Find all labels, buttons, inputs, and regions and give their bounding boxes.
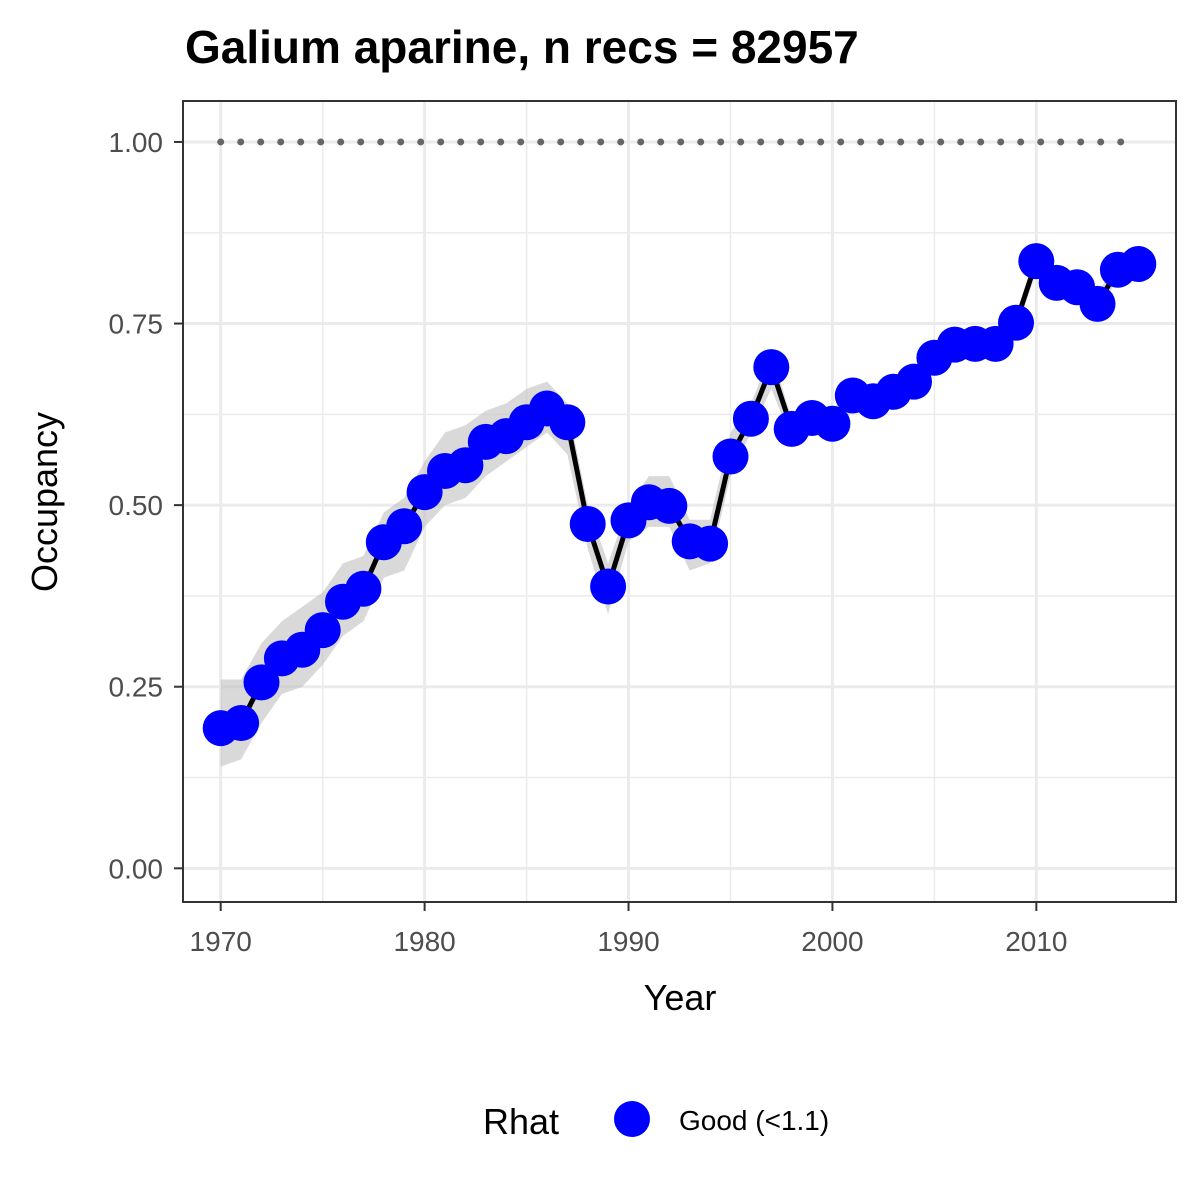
data-point <box>549 404 586 441</box>
data-point <box>651 487 688 524</box>
y-tick-label: 1.00 <box>109 127 164 158</box>
data-points-layer <box>202 243 1157 747</box>
y-tick-label: 0.50 <box>109 490 164 521</box>
data-point <box>386 508 423 545</box>
data-point <box>223 705 260 741</box>
data-point <box>732 400 769 437</box>
panel-border <box>182 100 1177 903</box>
y-axis: 0.00 0.25 0.50 0.75 1.00 <box>109 127 183 884</box>
x-axis-title: Year <box>644 977 717 1018</box>
x-tick-label: 1980 <box>393 926 455 957</box>
y-tick-label: 0.00 <box>109 853 164 884</box>
data-point <box>1079 285 1116 322</box>
data-point <box>243 664 280 701</box>
y-tick-label: 0.25 <box>109 672 164 703</box>
data-point <box>712 438 749 475</box>
chart-title: Galium aparine, n recs = 82957 <box>185 21 859 73</box>
data-point <box>304 612 341 649</box>
x-tick-label: 1990 <box>597 926 659 957</box>
data-point <box>1120 246 1157 282</box>
legend: Rhat Good (<1.1) <box>483 1101 829 1142</box>
data-point <box>753 349 790 386</box>
legend-key-good <box>614 1101 650 1137</box>
data-point <box>692 525 729 562</box>
data-point <box>447 447 484 484</box>
data-point <box>998 304 1034 341</box>
x-tick-label: 2010 <box>1005 926 1067 957</box>
x-tick-label: 2000 <box>801 926 863 957</box>
legend-label-good: Good (<1.1) <box>679 1105 829 1136</box>
data-point <box>896 363 932 400</box>
y-tick-label: 0.75 <box>109 309 164 340</box>
x-axis: 1970 1980 1990 2000 2010 <box>190 902 1067 957</box>
y-axis-title: Occupancy <box>24 412 65 592</box>
data-point <box>569 506 606 542</box>
data-point <box>345 570 382 607</box>
legend-title: Rhat <box>483 1101 559 1142</box>
x-tick-label: 1970 <box>190 926 252 957</box>
data-point <box>814 405 851 442</box>
data-point <box>590 568 627 605</box>
